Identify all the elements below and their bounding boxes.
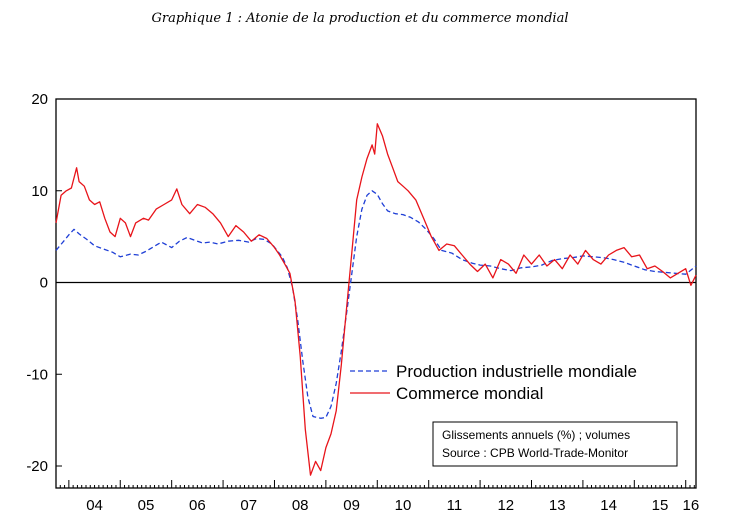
- x-tick-label: 08: [292, 497, 309, 514]
- page-title: Graphique 1 : Atonie de la production et…: [151, 11, 569, 26]
- x-tick-label: 11: [447, 497, 463, 514]
- plot-frame: [55, 98, 697, 489]
- x-tick-label: 14: [600, 497, 617, 514]
- source-note-line-1: Glissements annuels (%) ; volumes: [442, 428, 630, 442]
- x-tick-label: 06: [189, 497, 206, 514]
- y-tick-label: -20: [26, 458, 48, 475]
- y-tick-label: 0: [40, 275, 48, 292]
- x-tick-label: 15: [652, 497, 669, 514]
- x-tick-label: 16: [683, 497, 700, 514]
- source-note-box: [432, 421, 678, 467]
- y-tick-label: -10: [26, 366, 48, 383]
- source-note-line-2: Source : CPB World-Trade-Monitor: [442, 446, 628, 460]
- x-tick-label: 09: [343, 497, 360, 514]
- x-tick-label: 07: [240, 497, 257, 514]
- y-tick-label: 10: [31, 183, 48, 200]
- x-tick-label: 04: [86, 497, 103, 514]
- legend: Production industrielle mondiale Commerc…: [350, 362, 637, 403]
- x-tick-label: 05: [138, 497, 155, 514]
- series-production-line: [55, 190, 697, 419]
- y-tick-label: 20: [31, 91, 48, 108]
- axis-ticks: 20 10 0 -10 -20 04 05 06 07 08 09 10 11 12 13 14 15 16: [26, 91, 699, 514]
- series-commerce-line: [55, 123, 697, 476]
- series-layer: [55, 123, 697, 476]
- legend-commerce-label: Commerce mondial: [396, 384, 543, 403]
- legend-production-label: Production industrielle mondiale: [396, 362, 637, 381]
- x-tick-label: 10: [395, 497, 412, 514]
- source-note: Glissements annuels (%) ; volumes Source…: [432, 421, 678, 467]
- x-tick-label: 13: [549, 497, 566, 514]
- x-tick-label: 12: [497, 497, 514, 514]
